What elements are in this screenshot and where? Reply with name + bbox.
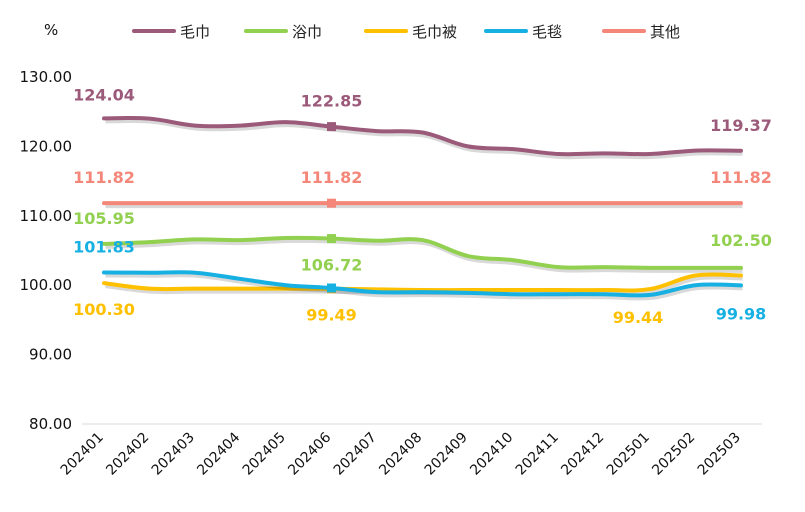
series-marker <box>327 283 336 293</box>
data-label: 106.72 <box>301 256 363 275</box>
legend-label: 毛巾被 <box>412 23 457 41</box>
legend-label: 毛巾 <box>180 23 210 41</box>
y-tick-label: 80.00 <box>29 415 72 433</box>
data-label: 102.50 <box>710 231 772 250</box>
data-labels: 124.04 122.85 119.37 105.95 106.72 102.50 100.… <box>73 85 772 327</box>
x-tick-label: 202407 <box>331 430 380 479</box>
legend-label: 浴巾 <box>292 23 322 41</box>
legend-item: 浴巾 <box>244 23 322 41</box>
legend: 毛巾 浴巾 毛巾被 毛毯 其他 <box>132 23 680 41</box>
x-axis-ticks: 2024012024022024032024042024052024062024… <box>58 429 744 478</box>
series-line <box>102 272 743 293</box>
x-tick-label: 202410 <box>467 430 516 479</box>
data-label: 99.44 <box>613 308 664 327</box>
data-label: 111.82 <box>301 168 363 187</box>
x-tick-label: 202405 <box>240 430 289 479</box>
data-label: 99.49 <box>306 306 357 325</box>
series-line <box>102 115 743 157</box>
data-label: 111.82 <box>73 168 135 187</box>
x-tick-label: 202411 <box>513 430 562 479</box>
legend-item: 毛巾被 <box>364 23 457 41</box>
data-label: 119.37 <box>710 116 772 135</box>
data-label: 101.83 <box>73 237 135 256</box>
x-tick-label: 202501 <box>604 430 653 479</box>
y-axis-ticks: 80.00 90.00 100.00 110.00 120.00 130.00 <box>20 68 73 433</box>
y-tick-label: 90.00 <box>29 346 72 364</box>
series-lines <box>102 115 743 301</box>
x-tick-label: 202403 <box>149 430 198 479</box>
data-label: 105.95 <box>73 209 135 228</box>
data-label: 122.85 <box>301 92 363 111</box>
x-tick-label: 202502 <box>649 430 698 479</box>
series-marker <box>327 234 336 244</box>
series-line <box>102 235 743 270</box>
y-axis-unit: % <box>44 21 58 39</box>
legend-label: 其他 <box>650 23 680 41</box>
y-tick-label: 130.00 <box>20 68 73 86</box>
x-tick-label: 202412 <box>558 430 607 479</box>
series-marker <box>327 122 336 132</box>
y-tick-label: 110.00 <box>20 207 73 225</box>
y-tick-label: 120.00 <box>20 137 73 155</box>
series-line-shadow <box>105 117 743 160</box>
legend-item: 毛巾 <box>132 23 210 41</box>
x-tick-label: 202404 <box>194 429 243 478</box>
legend-label: 毛毯 <box>532 23 562 41</box>
y-tick-label: 100.00 <box>20 276 73 294</box>
x-tick-label: 202401 <box>58 430 107 479</box>
x-tick-label: 202409 <box>422 430 471 479</box>
data-label: 100.30 <box>73 300 135 319</box>
data-label: 111.82 <box>710 168 772 187</box>
series-marker <box>327 198 336 208</box>
x-tick-label: 202406 <box>285 429 334 478</box>
x-tick-label: 202408 <box>376 430 425 479</box>
legend-item: 毛毯 <box>484 23 562 41</box>
x-tick-label: 202402 <box>103 430 152 479</box>
series-line <box>102 270 743 298</box>
data-label: 99.98 <box>716 304 767 323</box>
series-line-shadow <box>105 272 743 301</box>
series-line-shadow <box>105 237 743 273</box>
legend-item: 其他 <box>602 23 680 41</box>
x-tick-label: 202503 <box>695 430 744 479</box>
data-label: 124.04 <box>73 85 135 104</box>
